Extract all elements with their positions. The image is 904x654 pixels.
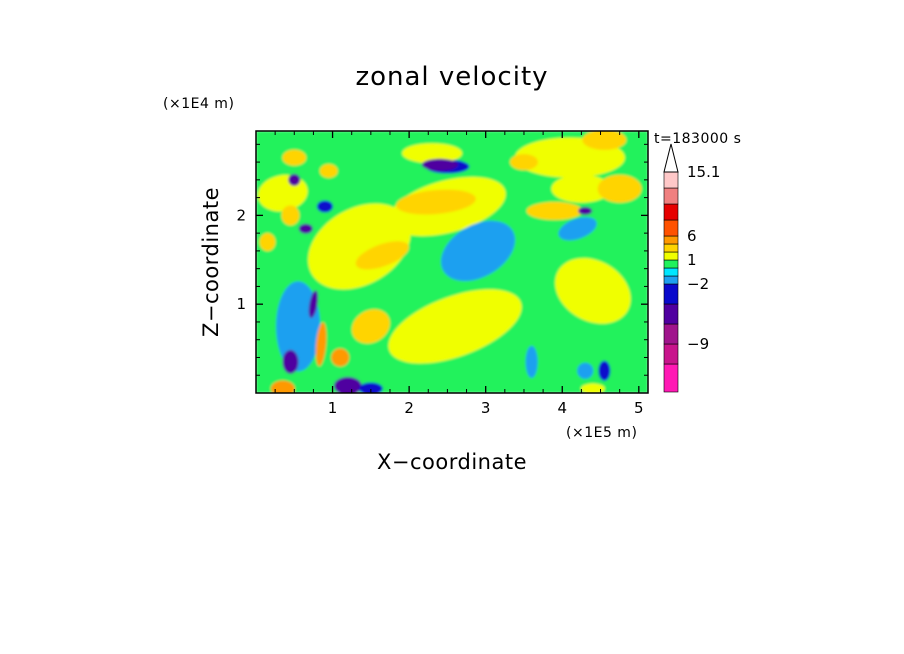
- field-contour-region: [316, 200, 333, 213]
- y-axis: 12: [236, 143, 648, 376]
- field-contour-region: [558, 217, 597, 241]
- colorbar-band: [663, 363, 679, 393]
- colorbar-band: [663, 171, 679, 189]
- colorbar-tick-label: 6: [687, 227, 697, 245]
- field-contour-region: [282, 149, 307, 166]
- field-contour-region: [597, 174, 642, 203]
- field-contour-region: [259, 233, 276, 252]
- field-contour-region: [355, 241, 409, 270]
- x-tick-label: 2: [404, 399, 414, 417]
- field-contour-region: [308, 290, 319, 318]
- colorbar-band: [663, 187, 679, 205]
- field-contour-region: [580, 383, 605, 393]
- field-contour-region: [526, 201, 583, 220]
- field-contour-region: [555, 258, 631, 324]
- field-contour-region: [282, 349, 299, 374]
- field-contour-region: [319, 163, 338, 178]
- field-contour-region: [468, 307, 580, 372]
- field-contour-region: [308, 203, 411, 290]
- field-contour-region: [333, 376, 362, 393]
- colorbar-band: [663, 323, 679, 345]
- y-tick-label: 1: [236, 295, 246, 313]
- field-contour-region: [578, 206, 593, 215]
- field-contour-region: [276, 281, 321, 372]
- colorbar-band: [663, 219, 679, 237]
- field-contour-region: [281, 205, 300, 226]
- field-contour-region: [509, 154, 538, 171]
- field-contour-region: [525, 345, 538, 378]
- x-axis-label: X−coordinate: [377, 450, 527, 474]
- x-tick-label: 5: [634, 399, 644, 417]
- field-contour-region: [270, 380, 295, 393]
- x-tick-label: 4: [557, 399, 567, 417]
- y-unit-label: (×1E4 m): [163, 96, 234, 112]
- field-contour-region: [551, 174, 612, 203]
- field-contour-region: [402, 143, 463, 164]
- colorbar-band: [663, 275, 679, 285]
- colorbar-band: [663, 283, 679, 305]
- colorbar-band: [663, 343, 679, 365]
- colorbar-tick-label: 1: [687, 251, 697, 269]
- colorbar-band: [663, 235, 679, 245]
- y-axis-label: Z−coordinate: [199, 187, 223, 337]
- colorbar-tick-label: 15.1: [687, 163, 720, 181]
- plot-frame: [255, 130, 649, 394]
- field-contour-region: [598, 360, 611, 381]
- plot-area: [255, 130, 649, 394]
- field-contour-region: [315, 322, 327, 367]
- chart-title: zonal velocity: [355, 62, 548, 92]
- y-tick-label: 2: [236, 206, 246, 224]
- colorbar-band: [663, 267, 679, 277]
- field-contour-region: [288, 173, 301, 186]
- x-tick-label: 1: [328, 399, 338, 417]
- colorbar-tick-label: −2: [687, 275, 709, 293]
- field-contour-region: [388, 289, 522, 364]
- colorbar-tick-label: −9: [687, 335, 709, 353]
- colorbar-extend-arrow: [663, 143, 679, 173]
- colorbar-band: [663, 303, 679, 325]
- x-axis: 1 2 3 4 5: [274, 131, 644, 417]
- field-contour-region: [421, 158, 458, 171]
- colorbar-band: [663, 251, 679, 261]
- time-label: t=183000 s: [654, 131, 741, 147]
- field-contour-region: [441, 220, 516, 282]
- x-unit-label: (×1E5 m): [566, 425, 637, 441]
- field-contour-region: [396, 189, 476, 215]
- field-contour-region: [298, 223, 313, 234]
- field-contour-region: [577, 362, 594, 379]
- field-contour-region: [358, 382, 383, 393]
- field-contour-region: [582, 131, 627, 150]
- colorbar: 15.1 6 1 −2 −9: [663, 143, 720, 393]
- colorbar-band: [663, 243, 679, 253]
- colorbar-band: [663, 259, 679, 269]
- x-tick-label: 3: [481, 399, 491, 417]
- field-contour-region: [331, 348, 350, 367]
- colorbar-band: [663, 203, 679, 221]
- field-contour-region: [351, 309, 390, 344]
